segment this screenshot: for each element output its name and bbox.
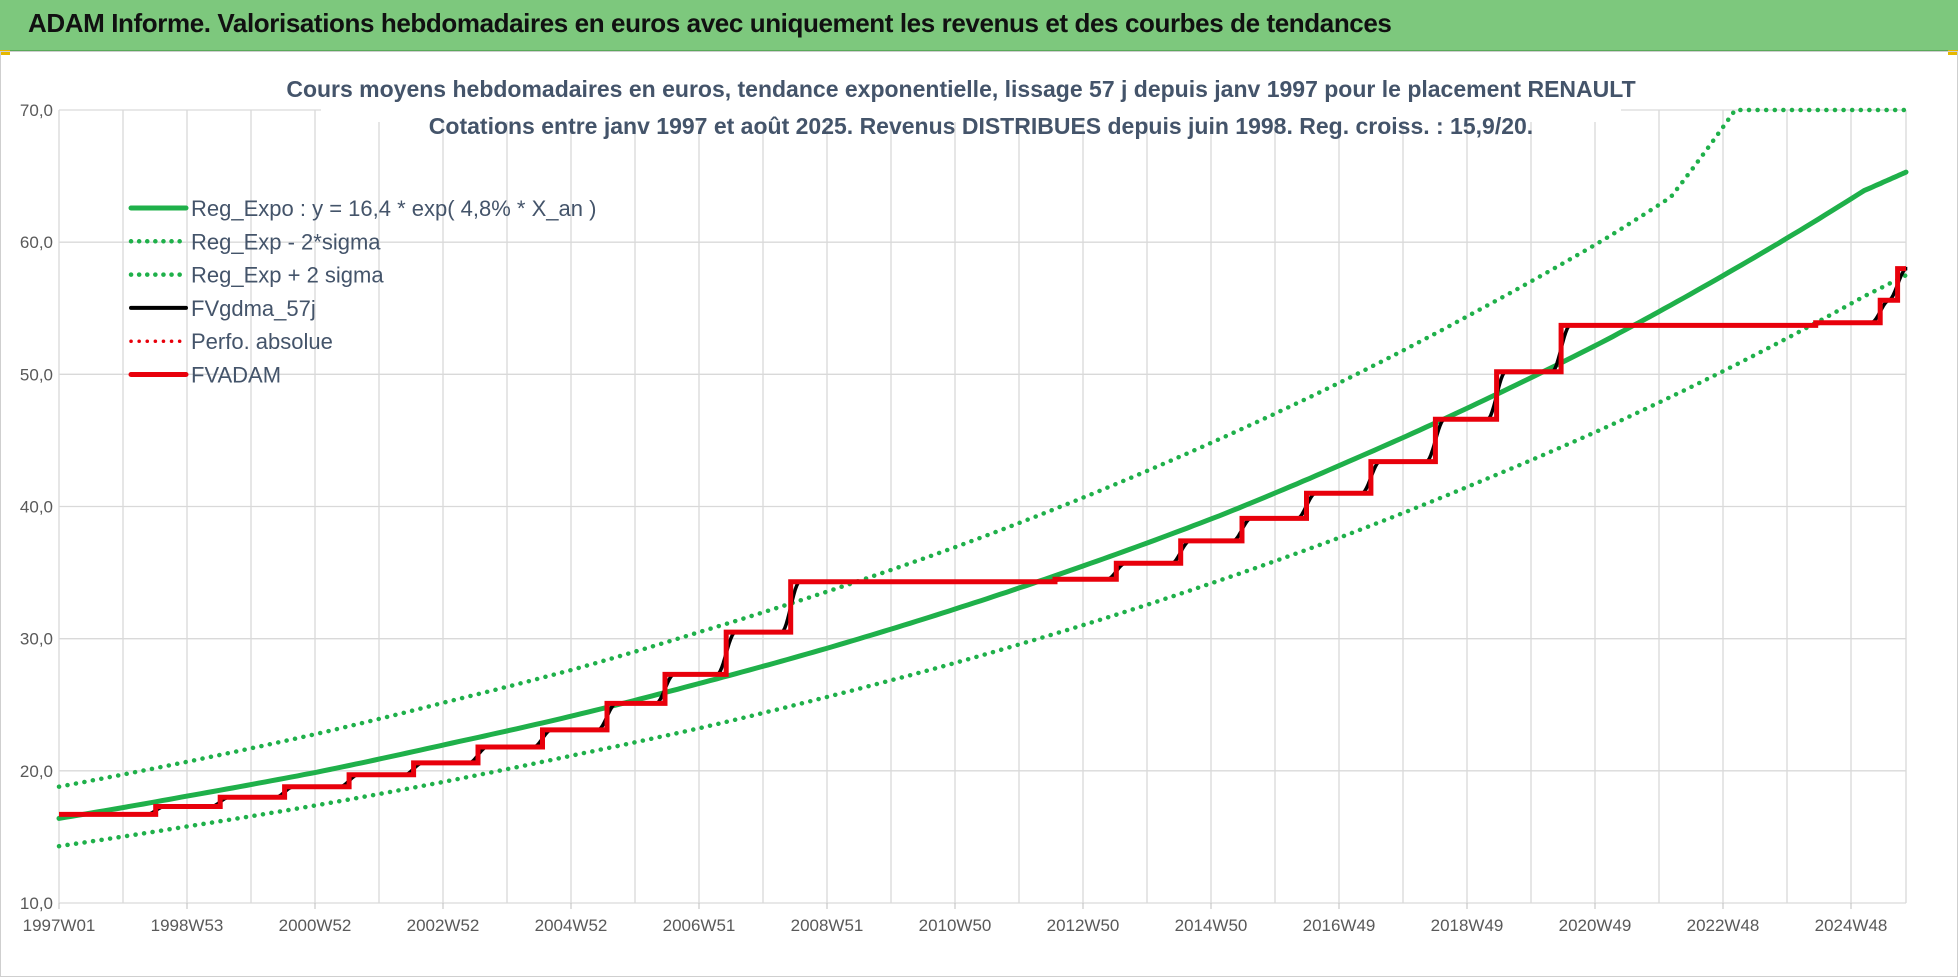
x-tick-label: 2022W48 [1687,916,1760,935]
chart-subtitle: Cotations entre janv 1997 et août 2025. … [429,113,1533,139]
x-axis: 1997W01 1998W53 2000W52 2002W52 2004W52 2006W… [23,903,1888,935]
y-tick-label: 30,0 [20,630,53,649]
x-tick-label: 2024W48 [1815,916,1888,935]
corner-mark-left [0,50,10,55]
x-tick-label: 2002W52 [407,916,480,935]
legend-label: FVgdma_57j [191,296,316,321]
series-fvadam-line [59,266,1906,817]
y-tick-label: 60,0 [20,233,53,252]
y-tick-label: 40,0 [20,498,53,517]
series-reg-exp-plus-2sigma-line [56,107,1909,789]
x-tick-label: 2018W49 [1431,916,1504,935]
series-fvgdma-57j-line [59,266,1908,817]
chart-area: 10,0 20,0 30,0 40,0 50,0 60,0 70,0 1997W01 1998… [0,51,1958,977]
x-tick-label: 2000W52 [279,916,352,935]
title-backdrop [321,62,1621,122]
x-tick-label: 2010W50 [919,916,992,935]
page-title: ADAM Informe. Valorisations hebdomadaire… [28,8,1392,38]
x-tick-label: 1998W53 [151,916,224,935]
legend-label: Reg_Expo : y = 16,4 * exp( 4,8% * X_an ) [191,196,596,221]
corner-mark-right [1948,50,1958,55]
x-tick-label: 2020W49 [1559,916,1632,935]
y-axis: 10,0 20,0 30,0 40,0 50,0 60,0 70,0 [20,101,53,913]
header-bar: ADAM Informe. Valorisations hebdomadaire… [0,0,1958,51]
x-tick-label: 1997W01 [23,916,96,935]
x-tick-label: 2016W49 [1303,916,1376,935]
legend-label: Perfo. absolue [191,329,333,354]
legend-label: Reg_Exp - 2*sigma [191,229,381,254]
y-tick-label: 20,0 [20,762,53,781]
legend: Reg_Expo : y = 16,4 * exp( 4,8% * X_an )… [128,196,596,388]
chart-svg: 10,0 20,0 30,0 40,0 50,0 60,0 70,0 1997W01 1998… [20,62,1909,935]
x-tick-label: 2006W51 [663,916,736,935]
series-layer [56,107,1909,849]
series-reg-exp-minus-2sigma-line [56,272,1909,849]
series-reg-expo-line [56,169,1909,821]
legend-label: Reg_Exp + 2 sigma [191,263,384,288]
legend-label: FVADAM [191,363,281,388]
x-tick-label: 2014W50 [1175,916,1248,935]
x-tick-label: 2004W52 [535,916,608,935]
chart-title: Cours moyens hebdomadaires en euros, ten… [286,76,1635,102]
y-tick-label: 10,0 [20,894,53,913]
x-tick-label: 2008W51 [791,916,864,935]
y-tick-label: 50,0 [20,365,53,384]
y-tick-label: 70,0 [20,101,53,120]
x-tick-label: 2012W50 [1047,916,1120,935]
